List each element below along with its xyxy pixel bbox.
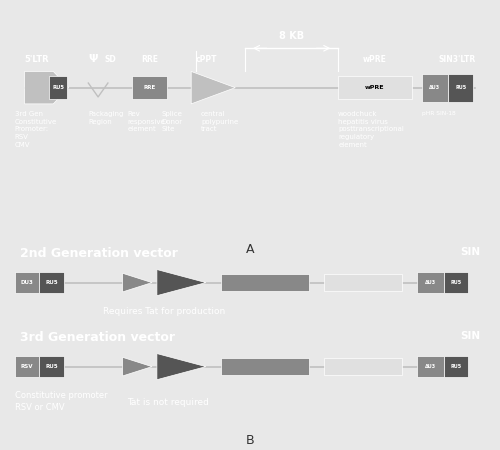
Bar [15, 356, 40, 377]
Bar [448, 74, 473, 102]
Text: wPRE: wPRE [365, 85, 384, 90]
Bar [220, 358, 309, 375]
Text: Ψ: Ψ [88, 54, 98, 64]
Text: Splice
Donor
Site: Splice Donor Site [162, 111, 183, 132]
Text: RU5: RU5 [455, 85, 466, 90]
Text: RSV: RSV [21, 364, 34, 369]
Text: RRE: RRE [144, 85, 156, 90]
Text: ΔU3: ΔU3 [424, 364, 436, 369]
Polygon shape [122, 357, 152, 376]
Bar [40, 272, 64, 293]
Text: 5'LTR: 5'LTR [24, 55, 49, 64]
Text: SIN: SIN [460, 247, 480, 257]
Text: 2nd Generation vector: 2nd Generation vector [20, 247, 178, 260]
Text: ΔU3: ΔU3 [430, 85, 440, 90]
Bar [40, 356, 64, 377]
Bar [444, 356, 468, 377]
Bar [416, 356, 444, 377]
Text: SIN: SIN [460, 331, 480, 341]
Bar [324, 274, 402, 291]
Bar [324, 358, 402, 375]
Text: Rev
responsive
element: Rev responsive element [128, 111, 165, 132]
Text: pHR SIN-18: pHR SIN-18 [422, 111, 456, 116]
Text: RU5: RU5 [450, 364, 462, 369]
Bar [15, 272, 40, 293]
Text: SD: SD [104, 55, 116, 64]
Bar [422, 74, 448, 102]
Text: RU5: RU5 [45, 364, 58, 369]
Polygon shape [24, 72, 68, 104]
Text: ΔU3: ΔU3 [424, 280, 436, 285]
Text: RRE: RRE [141, 55, 158, 64]
Text: RU5: RU5 [52, 85, 64, 90]
Text: cPPT: cPPT [196, 55, 218, 64]
Bar [416, 272, 444, 293]
Text: 3rd Gen
Constitutive
Promoter:
RSV
CMV: 3rd Gen Constitutive Promoter: RSV CMV [15, 111, 57, 148]
Text: RU5: RU5 [450, 280, 462, 285]
Text: Requires Tat for production: Requires Tat for production [103, 307, 225, 316]
Text: central
polypurine
tract: central polypurine tract [201, 111, 238, 132]
Text: woodchuck
hepatitis virus
posttranscriptional
regulatory
element: woodchuck hepatitis virus posttranscript… [338, 111, 404, 148]
Text: B: B [246, 434, 254, 446]
Text: SIN3'LTR: SIN3'LTR [438, 55, 476, 64]
Text: A: A [246, 243, 254, 256]
Bar [49, 76, 68, 99]
Text: RU5: RU5 [45, 280, 58, 285]
Polygon shape [157, 270, 206, 296]
Bar [132, 76, 166, 99]
Polygon shape [122, 273, 152, 292]
Bar [444, 272, 468, 293]
Text: Constitutive promoter
RSV or CMV: Constitutive promoter RSV or CMV [15, 391, 108, 412]
Polygon shape [157, 354, 206, 380]
Text: Packaging
Region: Packaging Region [88, 111, 124, 125]
Bar [220, 274, 309, 291]
Bar [338, 76, 411, 99]
Text: wPRE: wPRE [363, 55, 387, 64]
Text: 3rd Generation vector: 3rd Generation vector [20, 331, 174, 344]
Polygon shape [191, 72, 236, 104]
Text: 8 KB: 8 KB [279, 32, 304, 41]
Text: DU3: DU3 [20, 280, 34, 285]
Text: Tat is not required: Tat is not required [128, 398, 210, 407]
